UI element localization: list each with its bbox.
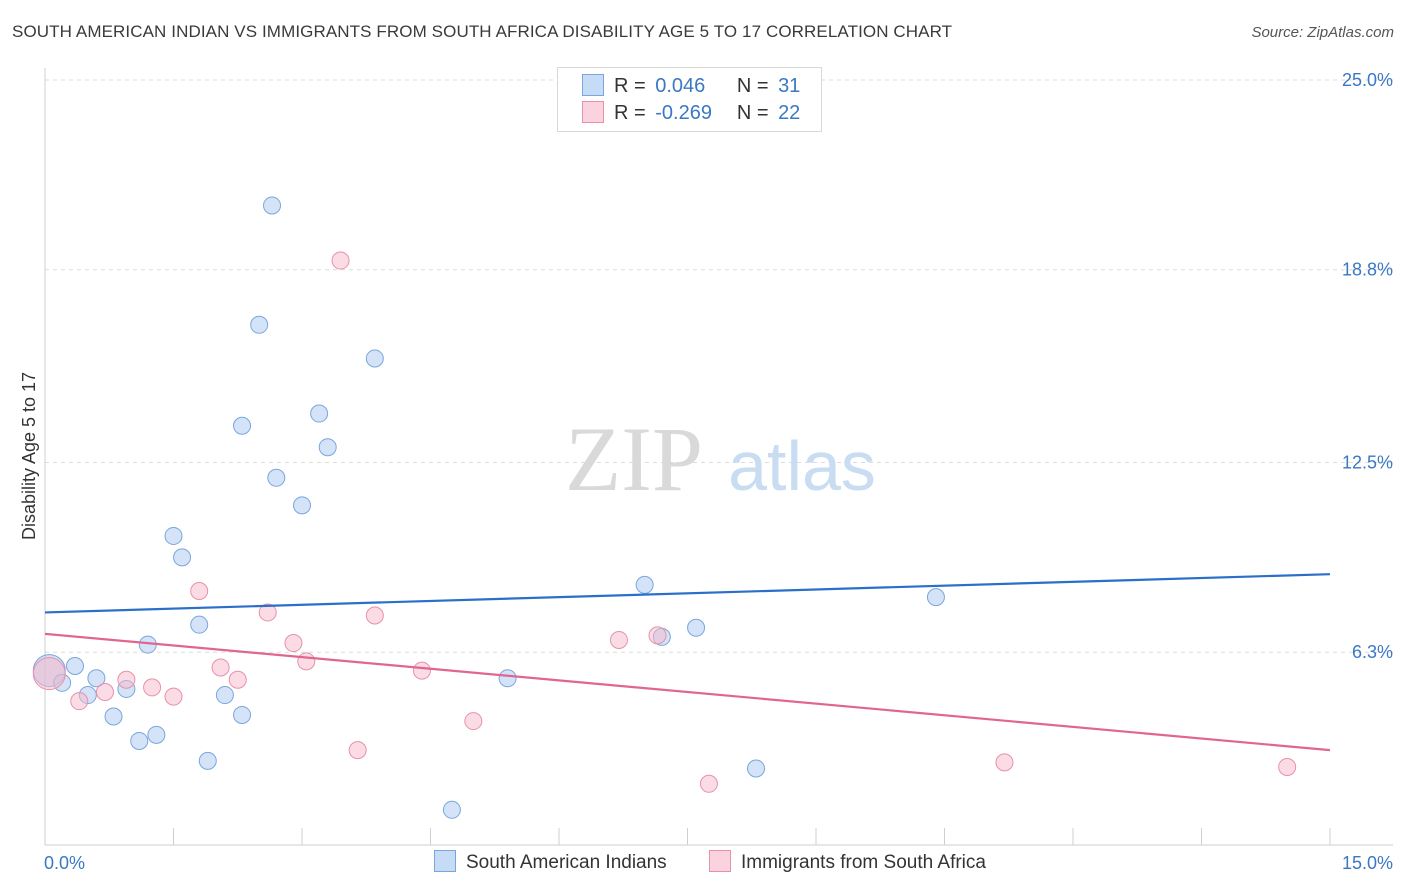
point-immigrant-south-africa bbox=[117, 670, 136, 689]
legend-n-label: N = bbox=[736, 102, 769, 124]
point-south-american-indian bbox=[173, 548, 192, 567]
y-tick-label: 25.0% bbox=[1342, 70, 1393, 90]
point-south-american-indian bbox=[250, 315, 269, 334]
bottom-legend-swatch-pink bbox=[709, 850, 731, 872]
tick-labels: 6.3% 12.5% 18.8% 25.0% 0.0% 15.0% bbox=[44, 70, 1393, 873]
point-south-american-indian bbox=[233, 705, 252, 724]
point-immigrant-south-africa bbox=[258, 603, 277, 622]
legend-r-value: 0.046 bbox=[655, 75, 706, 97]
point-immigrant-south-africa bbox=[331, 251, 350, 270]
point-immigrant-south-africa bbox=[412, 661, 431, 680]
point-south-american-indian bbox=[318, 438, 337, 457]
point-south-american-indian bbox=[926, 588, 945, 607]
point-south-american-indian bbox=[164, 526, 183, 545]
point-immigrant-south-africa bbox=[1278, 757, 1297, 776]
legend-swatch-blue bbox=[582, 73, 604, 96]
legend-row-immigrants-south-africa: R = -0.269 N = 22 bbox=[582, 100, 800, 126]
watermark: ZIP atlas bbox=[565, 408, 876, 510]
point-immigrant-south-africa bbox=[70, 692, 89, 711]
point-immigrant-south-africa bbox=[995, 753, 1014, 772]
point-south-american-indian bbox=[147, 725, 166, 744]
trend-lines bbox=[44, 573, 1331, 752]
bottom-legend-south-american-indians: South American Indians bbox=[434, 850, 667, 874]
point-immigrant-south-africa bbox=[284, 634, 303, 653]
point-south-american-indian bbox=[365, 349, 384, 368]
watermark-atlas: atlas bbox=[728, 427, 876, 505]
point-south-american-indian bbox=[293, 496, 311, 515]
point-south-american-indian bbox=[498, 669, 517, 688]
legend-n-value: 22 bbox=[778, 102, 801, 124]
y-axis-label: Disability Age 5 to 17 bbox=[19, 372, 39, 540]
point-immigrant-south-africa bbox=[95, 683, 114, 701]
trend-line-immigrants-south-africa bbox=[44, 632, 1331, 752]
point-south-american-indian bbox=[104, 707, 123, 726]
point-south-american-indian bbox=[130, 731, 149, 750]
point-south-american-indian bbox=[747, 759, 766, 778]
point-south-american-indian bbox=[190, 615, 209, 634]
chart-title: SOUTH AMERICAN INDIAN VS IMMIGRANTS FROM… bbox=[12, 22, 953, 41]
point-south-american-indian bbox=[233, 416, 252, 435]
point-south-american-indian bbox=[442, 800, 461, 819]
trend-line-south-american-indians bbox=[44, 573, 1331, 614]
legend-n-value: 31 bbox=[778, 75, 801, 97]
y-tick-label: 6.3% bbox=[1352, 642, 1393, 662]
point-south-american-indian bbox=[310, 404, 329, 423]
point-immigrant-south-africa bbox=[365, 606, 384, 625]
y-tick-label: 12.5% bbox=[1342, 453, 1393, 473]
grid-lines bbox=[45, 79, 1393, 653]
point-immigrant-south-africa bbox=[228, 670, 247, 689]
point-immigrant-south-africa bbox=[190, 582, 209, 601]
legend-swatch-pink bbox=[582, 100, 604, 123]
point-immigrant-south-africa bbox=[464, 712, 483, 731]
point-south-american-indian bbox=[263, 196, 282, 215]
point-south-american-indian bbox=[687, 618, 706, 637]
point-south-american-indian bbox=[198, 751, 217, 770]
legend-n-label: N = bbox=[736, 75, 769, 97]
point-immigrant-south-africa bbox=[648, 626, 667, 645]
point-immigrant-south-africa bbox=[699, 774, 718, 793]
point-immigrant-south-africa bbox=[609, 630, 628, 649]
point-immigrant-south-africa bbox=[348, 741, 367, 760]
point-immigrant-south-africa bbox=[143, 678, 162, 697]
point-immigrant-south-africa bbox=[211, 658, 230, 677]
point-immigrant-south-africa bbox=[164, 687, 183, 706]
bottom-legend-label: South American Indians bbox=[466, 852, 667, 874]
data-points bbox=[32, 196, 1297, 819]
x-tick-label: 15.0% bbox=[1342, 853, 1393, 873]
point-south-american-indian bbox=[635, 575, 654, 594]
point-immigrant-south-africa bbox=[297, 652, 316, 671]
point-south-american-indian bbox=[215, 686, 234, 705]
x-tick-label: 0.0% bbox=[44, 853, 85, 873]
legend-r-label: R = bbox=[614, 75, 646, 97]
watermark-zip: ZIP bbox=[565, 408, 703, 510]
correlation-legend: R = 0.046 N = 31 R = -0.269 N = 22 bbox=[557, 67, 822, 132]
y-tick-label: 18.8% bbox=[1342, 260, 1393, 280]
legend-r-value: -0.269 bbox=[655, 102, 712, 124]
axes bbox=[44, 68, 1393, 846]
point-south-american-indian bbox=[65, 656, 84, 675]
chart-source: Source: ZipAtlas.com bbox=[1251, 24, 1394, 41]
point-south-american-indian bbox=[87, 669, 106, 688]
legend-r-label: R = bbox=[614, 102, 646, 124]
bottom-legend-swatch-blue bbox=[434, 850, 456, 872]
legend-row-south-american-indians: R = 0.046 N = 31 bbox=[582, 73, 800, 99]
bottom-legend-immigrants-south-africa: Immigrants from South Africa bbox=[709, 850, 986, 874]
point-south-american-indian bbox=[267, 468, 286, 487]
point-immigrant-south-africa bbox=[32, 657, 66, 691]
bottom-legend-label: Immigrants from South Africa bbox=[741, 852, 986, 874]
